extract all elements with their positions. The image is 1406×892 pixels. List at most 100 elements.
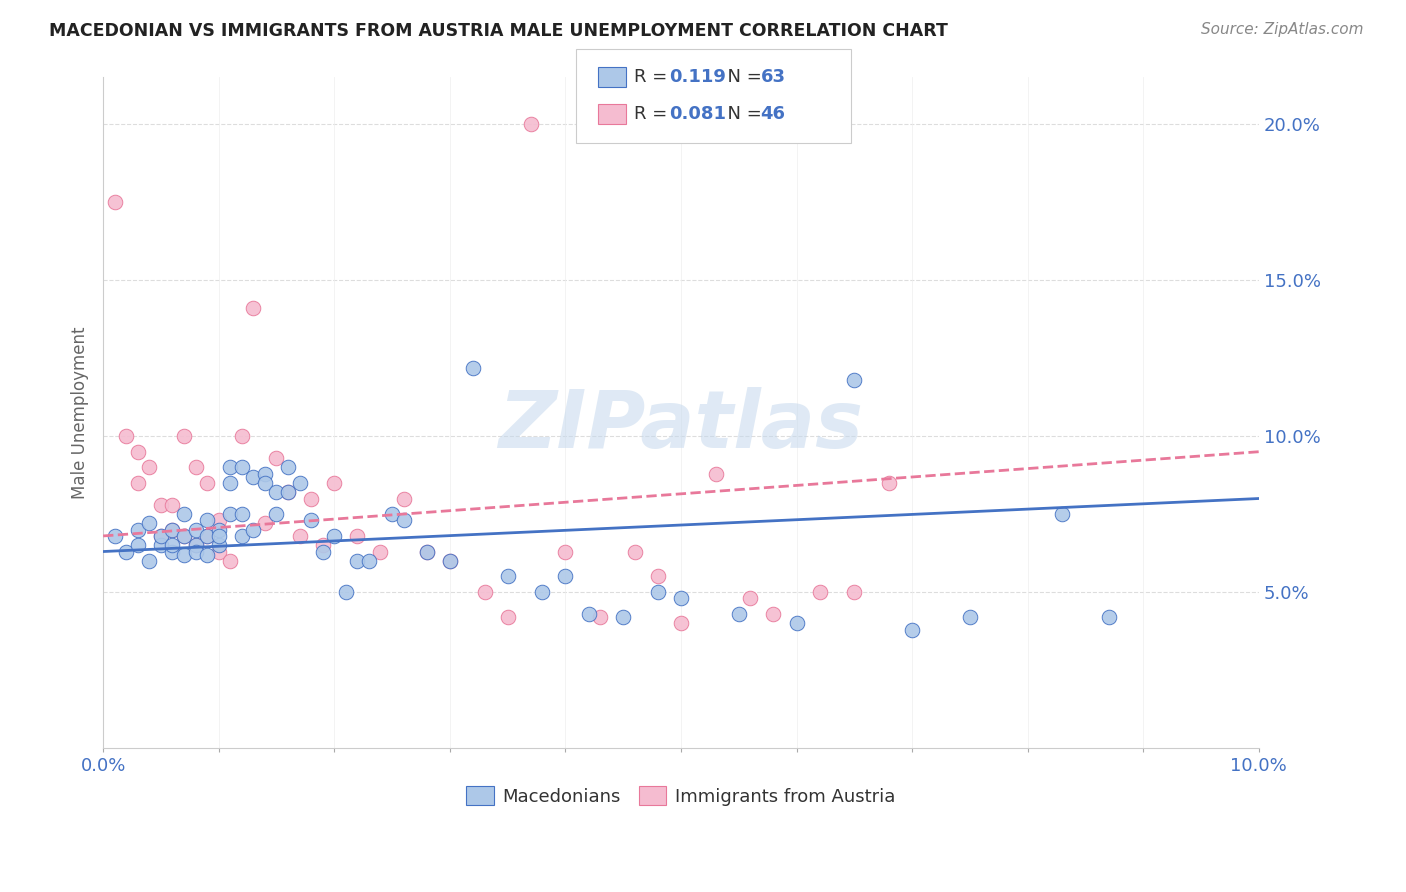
Point — [288, 529, 311, 543]
Point — [844, 585, 866, 599]
Point — [127, 475, 149, 490]
Point — [231, 460, 253, 475]
Point — [496, 610, 519, 624]
Point — [162, 544, 184, 558]
Point — [162, 523, 184, 537]
Legend: Macedonians, Immigrants from Austria: Macedonians, Immigrants from Austria — [460, 779, 903, 813]
Point — [727, 607, 749, 621]
Point — [127, 444, 149, 458]
Text: 63: 63 — [761, 68, 786, 86]
Point — [844, 373, 866, 387]
Point — [323, 529, 346, 543]
Point — [115, 544, 138, 558]
Point — [149, 529, 172, 543]
Point — [219, 475, 242, 490]
Point — [312, 538, 335, 552]
Point — [461, 360, 484, 375]
Point — [589, 610, 612, 624]
Point — [762, 607, 785, 621]
Point — [901, 623, 924, 637]
Point — [519, 117, 541, 131]
Text: R =: R = — [634, 68, 673, 86]
Text: 0.081: 0.081 — [669, 105, 727, 123]
Point — [219, 507, 242, 521]
Point — [669, 616, 692, 631]
Point — [704, 467, 727, 481]
Text: R =: R = — [634, 105, 673, 123]
Point — [195, 513, 218, 527]
Point — [474, 585, 496, 599]
Point — [1052, 507, 1074, 521]
Point — [195, 548, 218, 562]
Point — [612, 610, 634, 624]
Point — [138, 554, 160, 568]
Text: N =: N = — [716, 68, 768, 86]
Point — [127, 538, 149, 552]
Point — [208, 529, 231, 543]
Point — [104, 195, 127, 210]
Point — [184, 544, 207, 558]
Point — [786, 616, 808, 631]
Point — [323, 475, 346, 490]
Text: Source: ZipAtlas.com: Source: ZipAtlas.com — [1201, 22, 1364, 37]
Point — [195, 529, 218, 543]
Point — [266, 485, 288, 500]
Point — [138, 516, 160, 531]
Point — [173, 548, 195, 562]
Point — [173, 429, 195, 443]
Point — [231, 429, 253, 443]
Point — [578, 607, 600, 621]
Point — [299, 491, 322, 506]
Point — [1097, 610, 1119, 624]
Text: ZIPatlas: ZIPatlas — [499, 387, 863, 465]
Point — [554, 544, 576, 558]
Point — [242, 523, 264, 537]
Point — [208, 513, 231, 527]
Point — [184, 538, 207, 552]
Point — [266, 507, 288, 521]
Point — [242, 469, 264, 483]
Point — [346, 554, 368, 568]
Point — [173, 529, 195, 543]
Point — [104, 529, 127, 543]
Point — [253, 467, 276, 481]
Point — [162, 498, 184, 512]
Point — [496, 569, 519, 583]
Point — [219, 460, 242, 475]
Point — [162, 538, 184, 552]
Point — [439, 554, 461, 568]
Point — [277, 485, 299, 500]
Text: N =: N = — [716, 105, 768, 123]
Point — [623, 544, 645, 558]
Point — [184, 523, 207, 537]
Point — [288, 475, 311, 490]
Point — [277, 485, 299, 500]
Point — [266, 450, 288, 465]
Point — [370, 544, 392, 558]
Point — [149, 538, 172, 552]
Point — [149, 529, 172, 543]
Point — [208, 544, 231, 558]
Point — [416, 544, 439, 558]
Point — [253, 475, 276, 490]
Point — [149, 498, 172, 512]
Point — [808, 585, 831, 599]
Point — [877, 475, 900, 490]
Point — [740, 591, 762, 606]
Point — [162, 523, 184, 537]
Point — [312, 544, 335, 558]
Point — [357, 554, 380, 568]
Point — [208, 538, 231, 552]
Point — [669, 591, 692, 606]
Point — [392, 513, 415, 527]
Text: 46: 46 — [761, 105, 786, 123]
Point — [231, 529, 253, 543]
Point — [392, 491, 415, 506]
Point — [346, 529, 368, 543]
Point — [335, 585, 357, 599]
Point — [381, 507, 404, 521]
Point — [253, 516, 276, 531]
Text: MACEDONIAN VS IMMIGRANTS FROM AUSTRIA MALE UNEMPLOYMENT CORRELATION CHART: MACEDONIAN VS IMMIGRANTS FROM AUSTRIA MA… — [49, 22, 948, 40]
Point — [173, 529, 195, 543]
Point — [242, 301, 264, 316]
